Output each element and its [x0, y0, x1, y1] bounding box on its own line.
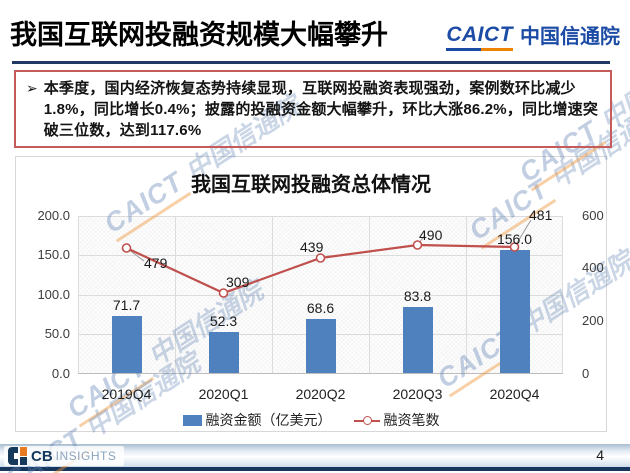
- left-axis-tick: 50.0: [44, 326, 70, 341]
- gridline: [272, 216, 273, 374]
- cbinsights-logo-icon: [8, 447, 27, 465]
- line-series-swatch-icon: [353, 415, 380, 425]
- legend-label: 融资金额（亿美元）: [205, 412, 332, 428]
- plot-area: 71.7 52.3 68.6 83.8 156.0 479 309 439 49…: [78, 207, 563, 374]
- x-axis-line: [78, 373, 563, 374]
- caict-org-name: 中国信通院: [520, 26, 620, 48]
- bar-series-swatch-icon: [182, 414, 202, 426]
- bar-data-label: 52.3: [209, 313, 238, 329]
- bar-2020Q1: [208, 332, 239, 373]
- x-axis-label: 2020Q2: [295, 386, 346, 402]
- bar-2020Q4: [499, 250, 530, 373]
- bullet-arrow-icon: ➢: [26, 80, 38, 96]
- cbinsights-cb-text: CB: [31, 447, 53, 465]
- legend-item-line-series: 融资笔数: [353, 410, 440, 430]
- bar-2019Q4: [111, 316, 142, 373]
- footer-bar: [0, 444, 630, 467]
- x-axis-label: 2020Q1: [198, 386, 249, 402]
- gridline: [369, 216, 370, 374]
- gridline: [175, 216, 176, 374]
- line-data-label: 481: [529, 207, 553, 223]
- line-marker: [412, 240, 423, 250]
- line-marker: [315, 253, 326, 263]
- caict-logo-underline: [446, 47, 513, 51]
- line-data-label: 309: [226, 274, 250, 290]
- bar-2020Q2: [305, 319, 336, 373]
- legend-item-bar-series: 融资金额（亿美元）: [182, 410, 332, 430]
- line-data-label: 490: [419, 227, 443, 243]
- footer-accent-strip: [0, 467, 630, 471]
- page-title: 我国互联网投融资规模大幅攀升: [10, 20, 388, 50]
- x-axis-label: 2020Q3: [392, 386, 443, 402]
- caict-wordmark: CAICT: [446, 23, 513, 51]
- bar-data-label: 156.0: [496, 231, 533, 247]
- cbinsights-insights-text: INSIGHTS: [55, 449, 117, 463]
- line-data-label: 439: [300, 239, 324, 255]
- line-marker: [121, 243, 132, 253]
- right-axis-tick: 400: [582, 260, 604, 275]
- line-data-label: 479: [144, 255, 168, 271]
- left-axis-tick: 0.0: [51, 366, 70, 381]
- cbinsights-logo: CB INSIGHTS: [4, 446, 125, 466]
- right-axis-tick: 200: [582, 313, 604, 328]
- bar-2020Q3: [402, 307, 433, 373]
- chart-legend: 融资金额（亿美元） 融资笔数: [16, 410, 606, 430]
- right-axis-tick: 600: [582, 208, 604, 223]
- summary-text: 本季度，国内经济恢复态势持续显现，互联网投融资表现强劲，案例数环比减少1.8%，…: [43, 80, 599, 139]
- legend-label: 融资笔数: [383, 412, 440, 428]
- left-axis-tick: 200.0: [37, 208, 70, 223]
- chart-title: 我国互联网投融资总体情况: [191, 174, 431, 196]
- gridline: [78, 216, 79, 374]
- bar-data-label: 71.7: [112, 297, 141, 313]
- gridline: [78, 216, 563, 217]
- title-divider: [12, 61, 610, 64]
- page-number: 4: [596, 447, 604, 463]
- gridline: [562, 216, 563, 374]
- chart-card: 我国互联网投融资总体情况 200.0 150.0 100.0 50.0 0.0 …: [15, 156, 607, 432]
- summary-box: ➢ 本季度，国内经济恢复态势持续显现，互联网投融资表现强劲，案例数环比减少1.8…: [14, 70, 612, 148]
- right-axis-tick: 0: [582, 366, 590, 381]
- left-axis-tick: 100.0: [37, 287, 70, 302]
- line-marker: [218, 288, 229, 298]
- gridline: [466, 216, 467, 374]
- bar-data-label: 83.8: [403, 288, 432, 304]
- line-marker: [509, 242, 520, 252]
- caict-logo: CAICT 中国信通院: [446, 20, 620, 51]
- bar-data-label: 68.6: [306, 300, 335, 316]
- x-axis-label: 2020Q4: [489, 386, 540, 402]
- gridline: [78, 295, 563, 296]
- line-series: [121, 219, 532, 298]
- x-axis-label: 2019Q4: [101, 386, 152, 402]
- left-axis-tick: 150.0: [37, 247, 70, 262]
